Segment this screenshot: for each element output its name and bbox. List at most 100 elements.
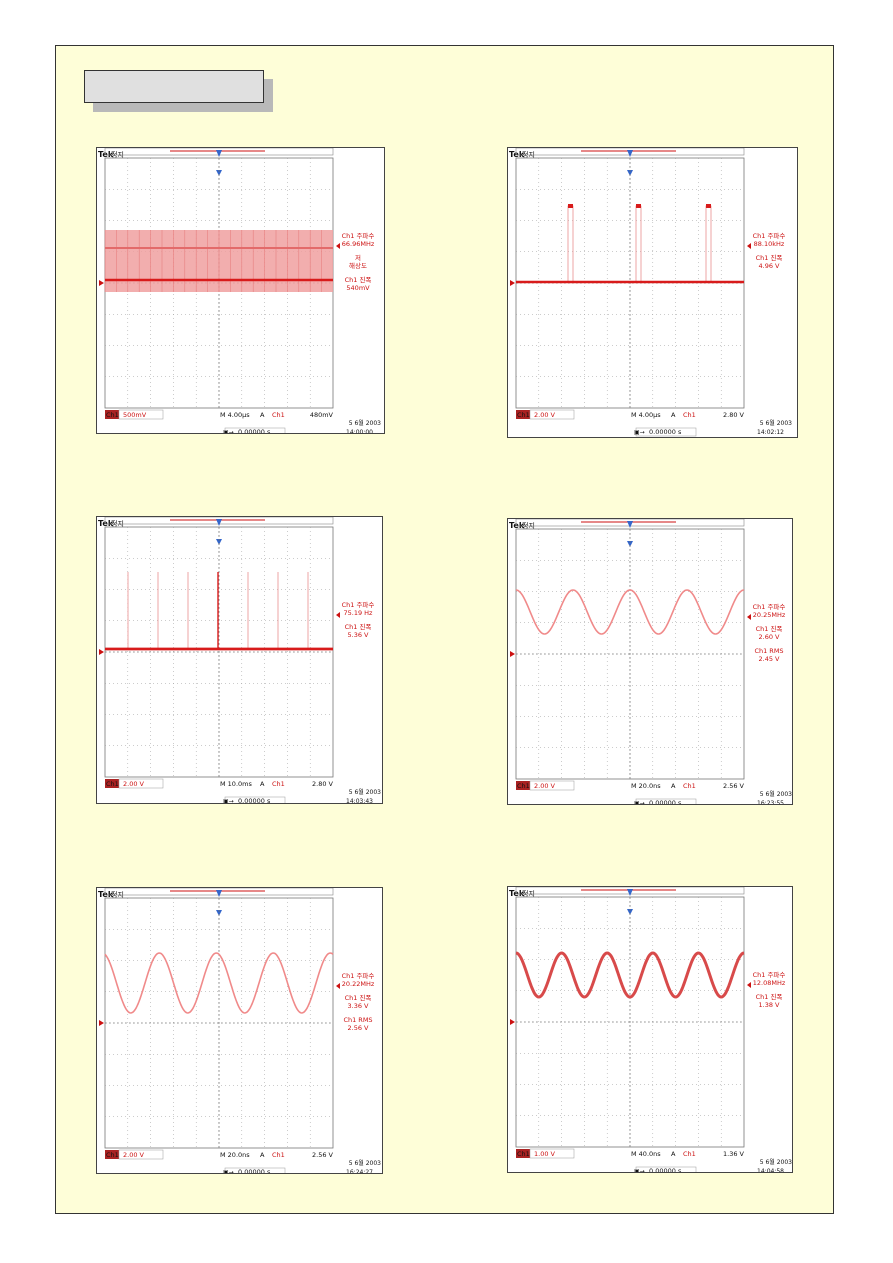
trigger-level: 2.80 V	[312, 780, 334, 788]
tek-brand-label: Tek	[509, 889, 525, 898]
trigger-level: 2.56 V	[723, 782, 745, 790]
trigger-point-icon	[216, 910, 222, 916]
waveform-trace	[516, 204, 744, 284]
measurement-readout: 저	[355, 253, 361, 262]
measurement-readout: Ch1 주파수	[342, 231, 375, 240]
channel-badge-label: Ch1	[106, 411, 119, 419]
graticule	[515, 896, 745, 1148]
measurement-readout: 5.36 V	[348, 631, 370, 639]
measurement-readout: Ch1 진폭	[345, 275, 372, 284]
channel-ground-icon	[510, 651, 515, 657]
capture-time: 16:24:27	[346, 1169, 373, 1173]
trigger-channel: Ch1	[683, 411, 696, 419]
channel-badge-label: Ch1	[106, 1151, 119, 1159]
trigger-point-icon	[627, 541, 633, 547]
timebase: M 40.0ns	[631, 1150, 661, 1158]
measurement-readout: Ch1 진폭	[756, 624, 783, 633]
trigger-channel: Ch1	[683, 1150, 696, 1158]
horizontal-position: 0.00000 s	[238, 428, 271, 433]
sine-trace	[515, 589, 745, 635]
position-box	[635, 1166, 697, 1172]
position-box	[635, 798, 697, 804]
waveform-trace	[105, 572, 333, 651]
capture-date: 5 6월 2003	[760, 1158, 792, 1166]
scale-box	[529, 409, 575, 420]
capture-date: 5 6월 2003	[349, 1159, 381, 1167]
channel-badge	[516, 1149, 530, 1158]
position-icon: ▣→	[223, 798, 234, 803]
trigger-position-icon	[627, 521, 633, 528]
measurement-readout: Ch1 진폭	[345, 993, 372, 1002]
scale-box	[529, 780, 575, 791]
run-state-label: 정지	[111, 519, 124, 528]
channel-badge	[516, 781, 530, 790]
measurement-readout: 66.96MHz	[342, 240, 375, 248]
capture-time: 14:00:00	[346, 429, 373, 433]
scale-box	[529, 1148, 575, 1159]
trigger-point-icon	[627, 909, 633, 915]
tek-brand-label: Tek	[509, 521, 525, 530]
measurement-readout: Ch1 RMS	[754, 647, 783, 655]
run-state-label: 정지	[522, 889, 535, 898]
horizontal-position: 0.00000 s	[649, 1167, 682, 1172]
graticule	[104, 526, 334, 778]
scale-box	[118, 1149, 164, 1160]
trigger-mode: A	[260, 1151, 265, 1159]
measurement-readout: 20.22MHz	[342, 980, 375, 988]
channel-ground-icon	[99, 280, 104, 286]
capture-time: 14:02:12	[757, 429, 784, 436]
trigger-channel: Ch1	[272, 780, 285, 788]
measurement-readout: 12.08MHz	[753, 979, 786, 987]
channel-ground-icon	[99, 649, 104, 655]
measurement-readout: Ch1 진폭	[345, 622, 372, 631]
trigger-position-icon	[216, 890, 222, 897]
measurement-readout: 20.25MHz	[753, 611, 786, 619]
scope-screenshot-6: Tek 정지 Ch1 주파수 12.08MHz Ch1 진폭 1.38 V Ch1 1.00 …	[507, 886, 793, 1173]
channel-scale: 2.00 V	[534, 782, 556, 790]
measurement-readout: 540mV	[346, 284, 370, 292]
channel-badge	[105, 1150, 119, 1159]
capture-time: 14:03:43	[346, 798, 373, 803]
capture-date: 5 6월 2003	[349, 419, 381, 427]
trigger-level: 2.56 V	[312, 1151, 334, 1159]
channel-scale: 1.00 V	[534, 1150, 556, 1158]
waveform-trace	[515, 589, 745, 635]
trigger-level-icon	[747, 982, 751, 988]
trigger-channel: Ch1	[683, 782, 696, 790]
scope-screenshot-5: Tek 정지 Ch1 주파수 20.22MHz Ch1 진폭 3.36 V Ch1 RMS 2…	[96, 887, 383, 1174]
waveform-trace	[104, 230, 333, 292]
measurement-readout: 2.60 V	[759, 633, 781, 641]
trigger-point-icon	[216, 539, 222, 545]
trigger-mode: A	[671, 411, 676, 419]
trigger-mode: A	[671, 1150, 676, 1158]
trigger-point-icon	[216, 170, 222, 176]
horizontal-position: 0.00000 s	[649, 799, 682, 804]
scope-screenshot-2: Tek 정지 Ch1 주파수 88.10kHz Ch1 진폭 4.96 V Ch1 2.00 …	[507, 147, 798, 438]
tek-brand-label: Tek	[509, 150, 525, 159]
measurement-readout: Ch1 진폭	[756, 992, 783, 1001]
graticule	[104, 897, 334, 1149]
channel-badge	[105, 779, 119, 788]
scope-screenshot-3: Tek 정지 Ch1 주파수 75.19 Hz Ch1 진폭 5.36 V Ch1 2.00 …	[96, 516, 383, 804]
measurement-readout: 4.96 V	[759, 262, 781, 270]
measurement-readout: Ch1 주파수	[342, 971, 375, 980]
measurement-readout: Ch1 주파수	[753, 602, 786, 611]
channel-ground-icon	[510, 1019, 515, 1025]
channel-badge	[105, 410, 119, 419]
capture-time: 16:23:55	[757, 800, 784, 804]
measurement-readout: 2.45 V	[759, 655, 781, 663]
trigger-level-icon	[747, 614, 751, 620]
position-icon: ▣→	[634, 800, 645, 804]
trigger-level-icon	[336, 983, 340, 989]
measurement-readout: Ch1 주파수	[342, 600, 375, 609]
measurement-readout: 88.10kHz	[754, 240, 785, 248]
channel-badge-label: Ch1	[517, 1150, 530, 1158]
measurement-readout: Ch1 주파수	[753, 970, 786, 979]
horizontal-position: 0.00000 s	[238, 797, 271, 803]
trigger-channel: Ch1	[272, 1151, 285, 1159]
horizontal-position: 0.00000 s	[649, 428, 682, 436]
trigger-level: 2.80 V	[723, 411, 745, 419]
